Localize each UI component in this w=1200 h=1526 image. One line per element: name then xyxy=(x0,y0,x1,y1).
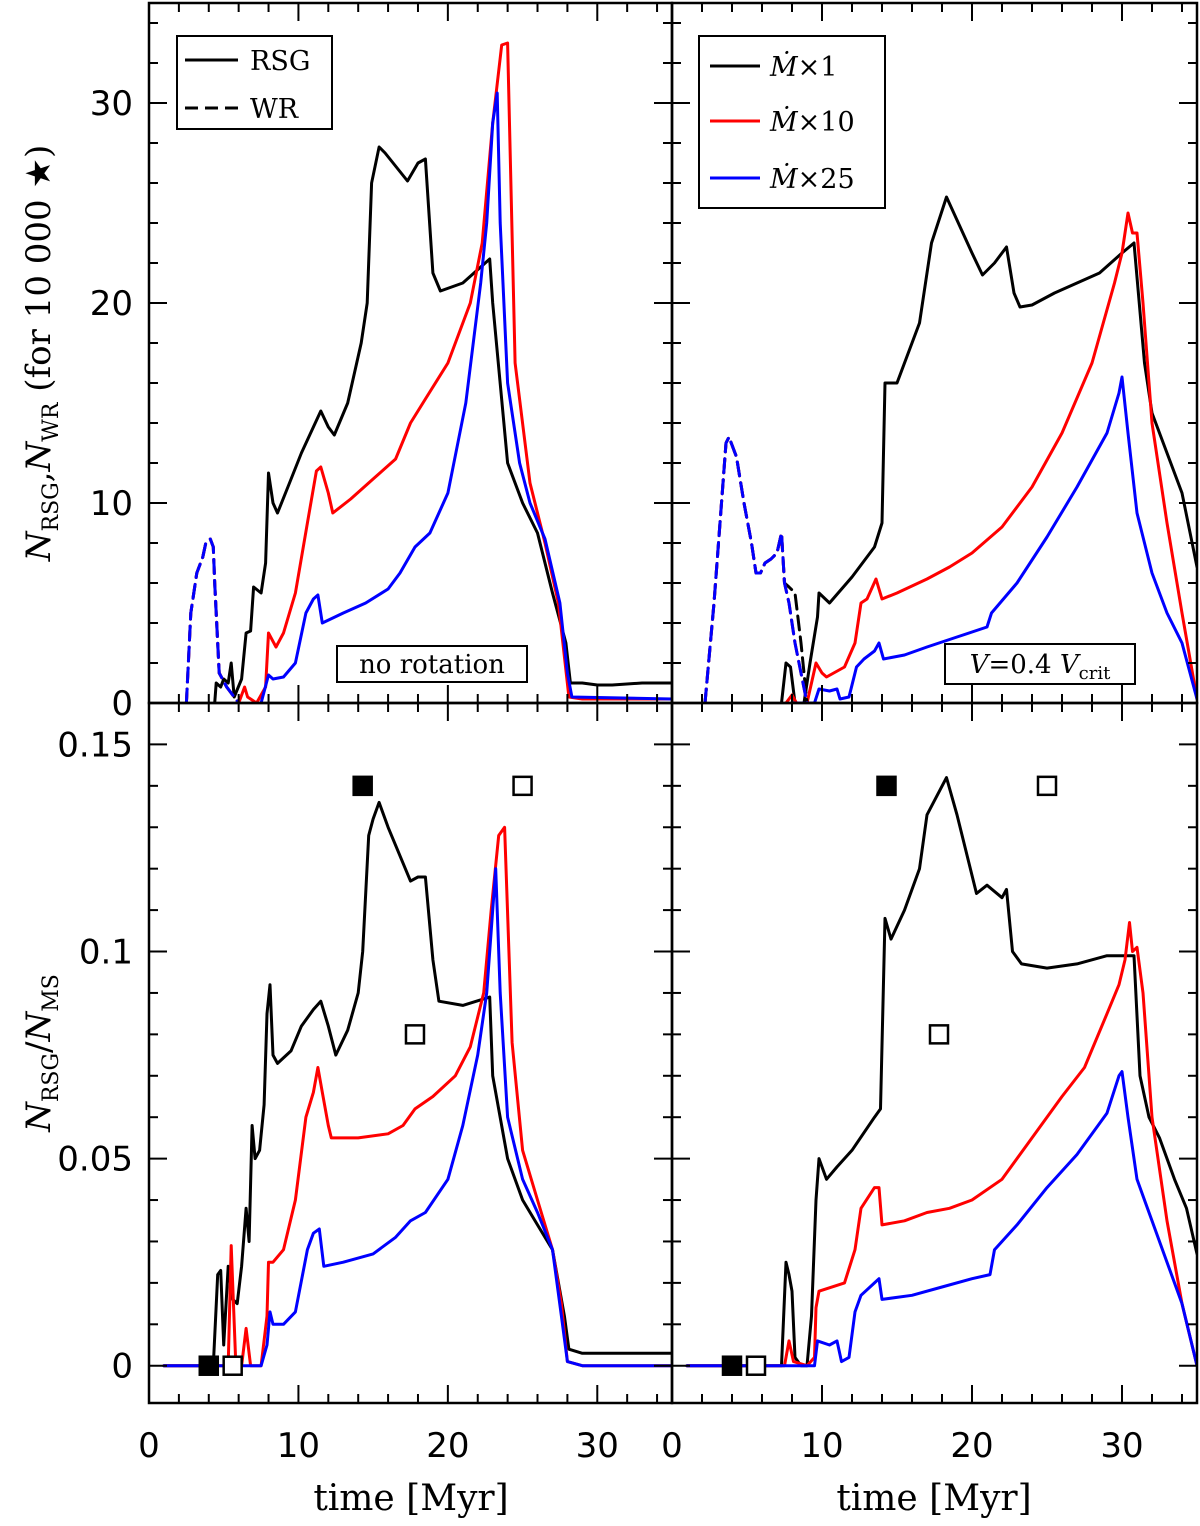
marker-bottom-left-4 xyxy=(404,1024,426,1045)
series-group-top-left xyxy=(184,41,672,703)
annot-rot-sub: crit xyxy=(1079,663,1111,684)
legend-label-rsg: RSG xyxy=(250,46,310,77)
series-line-top-right-5 xyxy=(703,435,809,703)
panel-bottom-right: 0 10 20 30 xyxy=(661,701,1199,1466)
series-group-top-right xyxy=(703,195,1197,703)
series-line-top-right-0 xyxy=(780,195,1197,703)
legend-box-top-left xyxy=(176,35,333,130)
x-tick-label-bottom-right-3: 30 xyxy=(1100,1426,1143,1466)
y-tick-label-top-left-3: 30 xyxy=(90,84,133,124)
x-tick-label-bottom-left-2: 20 xyxy=(426,1426,469,1466)
marker-bottom-right-0 xyxy=(721,1355,743,1376)
ylabel-top-rest: (for 10 000 ★) xyxy=(19,145,59,403)
panel-top-right xyxy=(670,1,1199,705)
legend-label-mdot1: Ṁ×1 xyxy=(769,50,837,83)
y-tick-label-top-left-0: 0 xyxy=(111,684,133,724)
annot-rot-v1: V xyxy=(970,650,991,680)
y-tick-label-bottom-left-0: 0 xyxy=(111,1347,133,1387)
series-line-top-left-0 xyxy=(213,145,672,703)
y-tick-label-top-left-1: 10 xyxy=(90,484,133,524)
series-line-bottom-right-2 xyxy=(685,1070,1197,1368)
x-tick-label-bottom-left-1: 10 xyxy=(277,1426,320,1466)
legend-mdot1-factor: ×1 xyxy=(798,52,838,83)
annot-rot-mid: =0.4 xyxy=(988,650,1059,680)
x-axis-label-left: time [Myr] xyxy=(313,1478,508,1519)
ylabel-bottom-sub2: MS xyxy=(39,974,64,1012)
y-tick-label-bottom-left-1: 0.05 xyxy=(57,1140,133,1180)
series-line-top-left-5 xyxy=(184,537,241,703)
marker-bottom-right-3 xyxy=(1036,775,1058,797)
y-axis-label-top-text: NRSG,NWR (for 10 000 ★) xyxy=(19,145,64,562)
annotation-text-rotation: V=0.4 Vcrit xyxy=(970,650,1111,684)
series-group-bottom-left xyxy=(162,800,672,1368)
legend-label-wr: WR xyxy=(250,94,299,125)
ylabel-top-sub2: WR xyxy=(39,401,64,442)
marker-bottom-right-2 xyxy=(876,775,897,797)
ylabel-bottom-n2: N xyxy=(19,1010,59,1042)
legend-label-mdot25: Ṁ×25 xyxy=(769,162,855,195)
legend-mdot10-factor: ×10 xyxy=(798,107,855,138)
ylabel-top-n1: N xyxy=(19,530,59,562)
legend-mdot25-symbol: Ṁ xyxy=(769,162,799,195)
series-line-top-right-2 xyxy=(790,375,1197,703)
annotation-text-no-rotation: no rotation xyxy=(359,650,505,680)
legend-mdot1-symbol: Ṁ xyxy=(769,50,799,83)
legend-top-right: Ṁ×1 Ṁ×10 Ṁ×25 xyxy=(698,35,886,209)
legend-top-left: RSG WR xyxy=(176,35,333,130)
marker-bottom-left-3 xyxy=(512,775,533,797)
x-tick-label-bottom-left-0: 0 xyxy=(138,1426,160,1466)
annotation-no-rotation: no rotation xyxy=(336,645,528,683)
ylabel-bottom-sub1: RSG xyxy=(39,1053,64,1102)
x-tick-label-bottom-right-1: 10 xyxy=(800,1426,843,1466)
legend-mdot25-factor: ×25 xyxy=(798,164,855,195)
marker-bottom-left-0 xyxy=(198,1355,220,1376)
series-line-bottom-left-2 xyxy=(162,867,672,1368)
series-line-bottom-right-1 xyxy=(685,921,1197,1368)
x-tick-label-bottom-right-2: 20 xyxy=(950,1426,993,1466)
series-line-top-right-1 xyxy=(784,211,1197,703)
x-tick-label-bottom-left-3: 30 xyxy=(576,1426,619,1466)
annot-rot-v2: V xyxy=(1060,650,1081,680)
ylabel-bottom-sep: / xyxy=(19,1041,59,1053)
ylabel-top-sub1: RSG xyxy=(39,482,64,531)
ylabel-bottom-n1: N xyxy=(19,1101,59,1133)
y-axis-label-bottom-text: NRSG/NMS xyxy=(19,974,64,1133)
panel-bottom-left: 0 10 20 30 0 0.05 0.1 0.15 xyxy=(57,701,674,1466)
series-line-bottom-left-0 xyxy=(162,800,672,1368)
annotation-box-rotation xyxy=(944,643,1136,685)
x-axis-label-right: time [Myr] xyxy=(836,1478,1031,1519)
marker-bottom-left-1 xyxy=(222,1355,243,1376)
legend-mdot10-symbol: Ṁ xyxy=(769,105,799,138)
series-group-bottom-right xyxy=(685,776,1197,1368)
annotation-box-no-rotation xyxy=(336,645,528,683)
legend-label-mdot10: Ṁ×10 xyxy=(769,105,855,138)
marker-bottom-left-2 xyxy=(352,775,373,797)
y-tick-label-bottom-left-3: 0.15 xyxy=(57,725,133,765)
ylabel-top-sep: , xyxy=(19,471,59,482)
series-line-top-left-1 xyxy=(237,41,672,703)
x-tick-label-bottom-right-0: 0 xyxy=(661,1426,683,1466)
y-axis-label-top: NRSG,NWR (for 10 000 ★) xyxy=(19,145,64,562)
panel-top-left: 0 10 20 30 xyxy=(90,1,674,724)
annotation-rotation: V=0.4 Vcrit xyxy=(944,643,1136,685)
frame-bottom-right xyxy=(670,701,1199,1405)
series-line-top-left-2 xyxy=(259,91,672,703)
marker-bottom-right-1 xyxy=(745,1355,767,1376)
y-tick-label-top-left-2: 20 xyxy=(90,284,133,324)
y-tick-label-bottom-left-2: 0.1 xyxy=(79,933,133,973)
ylabel-top-n2: N xyxy=(19,440,59,472)
marker-bottom-right-4 xyxy=(928,1024,950,1045)
y-axis-label-bottom: NRSG/NMS xyxy=(19,974,64,1133)
